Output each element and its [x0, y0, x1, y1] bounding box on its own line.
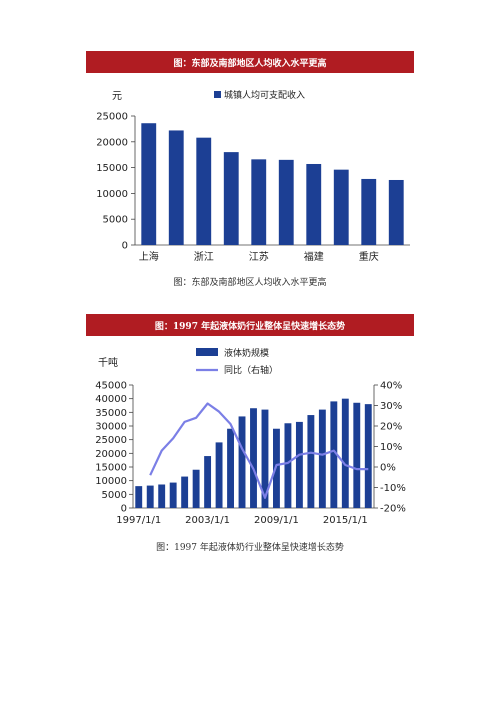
chart1-y-tick-label: 15000 — [96, 163, 128, 174]
chart2-bar — [318, 409, 326, 508]
chart2-bar — [284, 423, 292, 508]
chart1-x-tick-label: 重庆 — [359, 250, 379, 263]
chart1-y-tick-label: 20000 — [96, 137, 128, 148]
chart2-bar — [261, 409, 269, 508]
chart2-bar — [135, 486, 143, 508]
chart2-bar — [215, 442, 223, 508]
chart2-y-tick-label: 40000 — [95, 394, 127, 405]
chart1-legend-swatch — [214, 91, 221, 98]
chart2-bar — [192, 469, 200, 508]
chart1-y-tick-label: 0 — [122, 241, 128, 252]
chart1-bar — [196, 137, 212, 245]
chart2-bar — [307, 415, 315, 508]
chart2-bar — [169, 482, 177, 508]
chart2-x-tick-label: 2009/1/1 — [254, 515, 299, 526]
chart2-bar — [146, 485, 154, 508]
chart2-y2-tick-label: 30% — [380, 401, 402, 412]
chart2-bar — [158, 484, 166, 508]
chart1-legend-label: 城镇人均可支配收入 — [224, 89, 305, 101]
chart2-bar — [295, 421, 303, 508]
chart1-bar — [278, 159, 294, 245]
chart2-svg: 千吨 0 5000 10000 15000 20000 25000 30000 35000 400… — [95, 347, 406, 526]
chart2-bar — [353, 402, 361, 508]
chart2-y2-tick-label: 0% — [380, 463, 396, 474]
chart2-bar — [330, 401, 338, 508]
chart1-bar — [361, 178, 377, 245]
chart2-legend-line-label: 同比（右轴） — [224, 364, 278, 376]
chart1-y-tick-label: 25000 — [96, 112, 128, 123]
chart2-banner: 图：1997 年起液体奶行业整体呈快速增长态势 — [86, 314, 414, 336]
chart1-bar — [306, 163, 322, 245]
chart2-legend-bar-label: 液体奶规模 — [224, 347, 269, 359]
chart2-y2-tick-label: -10% — [380, 483, 406, 494]
chart2-y-tick-label: 45000 — [95, 381, 127, 392]
chart2-x-tick-label: 2003/1/1 — [185, 515, 230, 526]
chart2-y-tick-label: 35000 — [95, 408, 127, 419]
chart2-bar — [364, 404, 372, 508]
chart2-bar — [250, 408, 257, 508]
chart2-y-tick-label: 10000 — [95, 476, 127, 487]
chart2-y-tick-label: 15000 — [95, 463, 127, 474]
chart2-bar — [238, 416, 246, 508]
chart1-x-tick-label: 浙江 — [194, 251, 214, 263]
chart1-bar — [223, 152, 239, 245]
chart2-y-tick-label: 25000 — [95, 435, 127, 446]
chart2-bar — [181, 476, 189, 508]
chart2-line-series — [149, 402, 369, 499]
chart2-ylabel: 千吨 — [98, 356, 118, 369]
chart2-caption: 图：1997 年起液体奶行业整体呈快速增长态势 — [156, 543, 344, 553]
chart1-y-tick-label: 10000 — [96, 189, 128, 200]
chart1-ylabel: 元 — [112, 91, 122, 102]
chart2-y2-tick-label: 10% — [380, 442, 402, 453]
chart1-svg: 元 0 5000 10000 15000 20000 25000 上海 浙江 江苏 福建 重庆 城镇人均… — [96, 89, 410, 263]
chart1-banner: 图：东部及南部地区人均收入水平更高 — [86, 51, 414, 73]
chart1-x-tick-label: 上海 — [139, 250, 159, 263]
chart2-y2-tick-label: 20% — [380, 422, 402, 433]
chart1-x-tick-label: 福建 — [304, 250, 324, 263]
chart1-bar — [168, 130, 184, 245]
chart2-bar — [204, 456, 212, 508]
chart1-bar — [333, 169, 349, 245]
chart2-y-tick-label: 30000 — [95, 422, 127, 433]
chart2-y2-tick-label: 40% — [380, 381, 402, 392]
chart2-x-tick-label: 2015/1/1 — [323, 515, 368, 526]
chart1-x-tick-label: 江苏 — [249, 250, 269, 263]
chart1-caption: 图：东部及南部地区人均收入水平更高 — [173, 278, 327, 288]
chart2-y2-tick-label: -20% — [380, 504, 406, 515]
chart2-x-tick-label: 1997/1/1 — [116, 515, 161, 526]
chart2-legend-bar-swatch — [196, 348, 218, 356]
chart1-bar — [141, 123, 157, 245]
chart1-bar — [388, 179, 404, 245]
chart2-y-tick-label: 0 — [121, 504, 127, 515]
chart1-bar — [251, 159, 267, 245]
chart2-bar — [227, 428, 234, 508]
chart2-bar — [341, 398, 349, 508]
chart1-y-tick-label: 5000 — [103, 215, 128, 226]
chart2-y-tick-label: 20000 — [95, 449, 127, 460]
chart2-y-tick-label: 5000 — [102, 490, 127, 501]
